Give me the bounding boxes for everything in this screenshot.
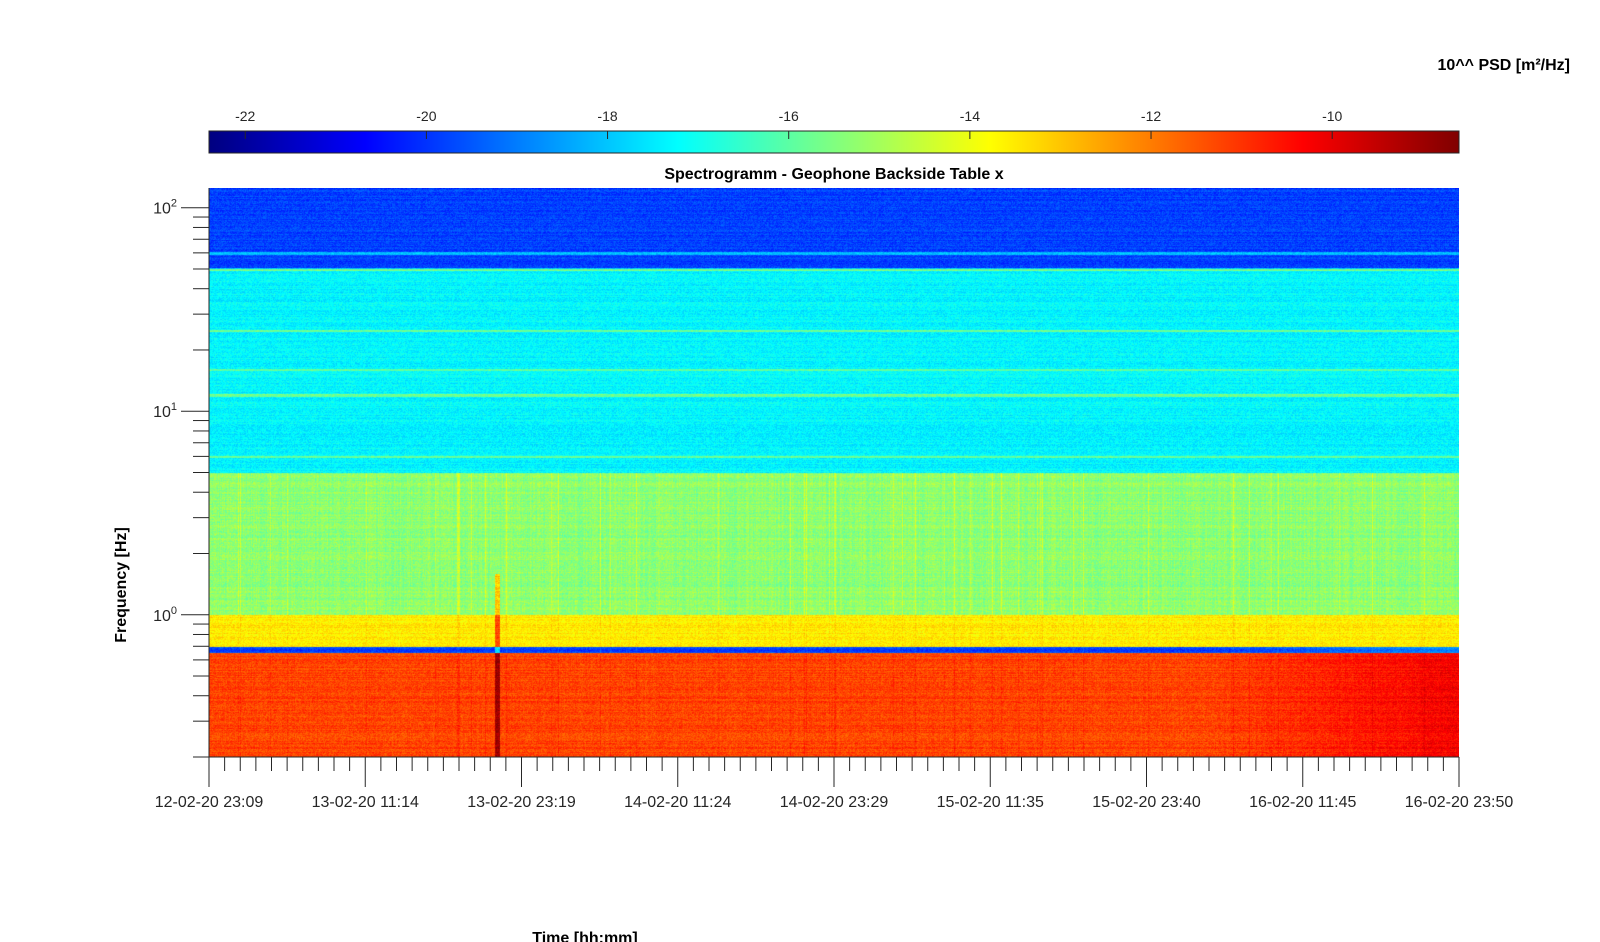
chart-title: Spectrogramm - Geophone Backside Table x xyxy=(664,166,1003,183)
colorbar-tick-label: -18 xyxy=(597,108,617,124)
y-tick-label: 100 xyxy=(153,605,177,625)
y-axis-label: Frequency [Hz] xyxy=(113,527,130,643)
x-tick-label: 12-02-20 23:09 xyxy=(155,794,264,811)
y-axis-ticks: 100 101 102 xyxy=(153,198,209,758)
colorbar-ticks: -22 -20 -18 -16 -14 -12 -10 xyxy=(235,108,1343,139)
colorbar-tick-label: -16 xyxy=(779,108,799,124)
y-tick-label: 101 xyxy=(153,401,177,421)
x-tick-label: 15-02-20 11:35 xyxy=(937,794,1044,811)
colorbar-tick-label: -10 xyxy=(1322,108,1342,124)
colorbar-tick-label: -20 xyxy=(416,108,436,124)
x-axis-ticks: 12-02-20 23:09 13-02-20 11:14 13-02-20 23:… xyxy=(155,757,1514,811)
x-tick-label: 13-02-20 11:14 xyxy=(312,794,419,811)
y-tick-label: 102 xyxy=(153,198,177,218)
colorbar-gradient xyxy=(209,131,1459,153)
x-axis-label: Time [hh:mm] xyxy=(532,930,637,942)
x-tick-label: 14-02-20 23:29 xyxy=(780,794,889,811)
colorbar-tick-label: -12 xyxy=(1141,108,1161,124)
x-tick-label: 16-02-20 11:45 xyxy=(1249,794,1356,811)
x-tick-label: 13-02-20 23:19 xyxy=(467,794,576,811)
colorbar: -22 -20 -18 -16 -14 -12 -10 xyxy=(208,108,1460,154)
spectrogram-heatmap xyxy=(209,188,1459,757)
colorbar-frame xyxy=(208,130,1460,154)
x-tick-label: 14-02-20 11:24 xyxy=(624,794,731,811)
x-tick-label: 16-02-20 23:50 xyxy=(1405,794,1514,811)
colorbar-tick-label: -22 xyxy=(235,108,255,124)
colorbar-tick-label: -14 xyxy=(960,108,980,124)
plot-area: 100 101 102 12-02-20 23:09 13-02-20 11:14 13… xyxy=(153,188,1513,811)
colorbar-label: 10^^ PSD [m²/Hz] xyxy=(1438,57,1570,74)
x-tick-label: 15-02-20 23:40 xyxy=(1092,794,1201,811)
